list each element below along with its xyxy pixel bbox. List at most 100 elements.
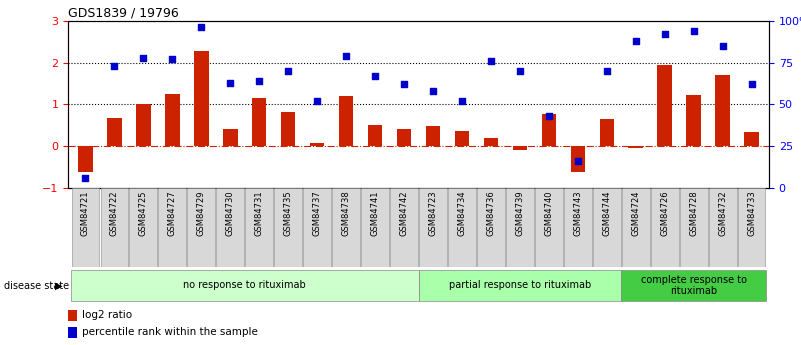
Bar: [223, 129, 238, 146]
Bar: [165, 94, 179, 146]
Text: complete response to
rituximab: complete response to rituximab: [641, 275, 747, 296]
Point: [253, 78, 266, 84]
Text: GSM84737: GSM84737: [312, 190, 322, 236]
Text: GSM84730: GSM84730: [226, 190, 235, 236]
Bar: [593, 188, 621, 267]
Text: GSM84724: GSM84724: [631, 190, 640, 236]
Point: [340, 53, 352, 59]
Bar: [68, 310, 77, 321]
Bar: [477, 188, 505, 267]
Bar: [68, 327, 77, 338]
Text: GSM84723: GSM84723: [429, 190, 437, 236]
Bar: [622, 270, 766, 301]
Bar: [368, 125, 382, 146]
Text: partial response to rituximab: partial response to rituximab: [449, 280, 591, 290]
Text: GDS1839 / 19796: GDS1839 / 19796: [68, 7, 179, 20]
Bar: [686, 95, 701, 146]
Point: [456, 98, 469, 104]
Text: GSM84742: GSM84742: [400, 190, 409, 236]
Bar: [541, 114, 556, 146]
Text: GSM84721: GSM84721: [81, 190, 90, 236]
Point: [427, 88, 440, 94]
Bar: [71, 188, 99, 267]
Text: GSM84728: GSM84728: [689, 190, 698, 236]
Point: [687, 28, 700, 33]
Text: GSM84743: GSM84743: [574, 190, 582, 236]
Text: GSM84744: GSM84744: [602, 190, 611, 236]
Text: GSM84734: GSM84734: [457, 190, 466, 236]
Bar: [484, 138, 498, 146]
Text: percentile rank within the sample: percentile rank within the sample: [83, 327, 258, 337]
Bar: [187, 188, 215, 267]
Bar: [361, 188, 389, 267]
Point: [137, 55, 150, 60]
Bar: [100, 188, 128, 267]
Bar: [418, 270, 622, 301]
Point: [311, 98, 324, 104]
Point: [542, 113, 555, 119]
Bar: [130, 188, 157, 267]
Text: GSM84731: GSM84731: [255, 190, 264, 236]
Bar: [744, 131, 759, 146]
Text: GSM84727: GSM84727: [168, 190, 177, 236]
Point: [716, 43, 729, 49]
Point: [166, 57, 179, 62]
Point: [195, 24, 207, 30]
Text: GSM84738: GSM84738: [341, 190, 351, 236]
Point: [571, 158, 584, 164]
Bar: [304, 188, 331, 267]
Point: [485, 58, 497, 63]
Point: [282, 68, 295, 74]
Bar: [194, 51, 208, 146]
Bar: [455, 131, 469, 146]
Text: GSM84729: GSM84729: [197, 190, 206, 236]
Bar: [622, 188, 650, 267]
Bar: [396, 129, 411, 146]
Point: [79, 175, 92, 181]
Bar: [159, 188, 187, 267]
Bar: [599, 119, 614, 146]
Bar: [738, 188, 766, 267]
Text: GSM84736: GSM84736: [486, 190, 496, 236]
Point: [745, 81, 758, 87]
Bar: [136, 104, 151, 146]
Text: disease state: disease state: [4, 281, 69, 290]
Point: [397, 81, 410, 87]
Bar: [339, 96, 353, 146]
Bar: [570, 146, 585, 172]
Point: [223, 80, 236, 85]
Bar: [390, 188, 418, 267]
Text: GSM84733: GSM84733: [747, 190, 756, 236]
Point: [658, 31, 671, 37]
Bar: [252, 98, 267, 146]
Bar: [715, 75, 730, 146]
Bar: [274, 188, 302, 267]
Bar: [535, 188, 563, 267]
Point: [368, 73, 381, 79]
Bar: [506, 188, 533, 267]
Bar: [245, 188, 273, 267]
Bar: [310, 143, 324, 146]
Bar: [281, 112, 296, 146]
Text: GSM84725: GSM84725: [139, 190, 148, 236]
Bar: [680, 188, 707, 267]
Text: GSM84741: GSM84741: [371, 190, 380, 236]
Bar: [107, 118, 122, 146]
Text: log2 ratio: log2 ratio: [83, 310, 132, 320]
Text: GSM84722: GSM84722: [110, 190, 119, 236]
Bar: [629, 146, 643, 148]
Text: no response to rituximab: no response to rituximab: [183, 280, 306, 290]
Point: [601, 68, 614, 74]
Text: GSM84732: GSM84732: [718, 190, 727, 236]
Point: [108, 63, 121, 69]
Text: ▶: ▶: [55, 281, 62, 290]
Bar: [709, 188, 737, 267]
Bar: [419, 188, 447, 267]
Text: GSM84726: GSM84726: [660, 190, 669, 236]
Bar: [216, 188, 244, 267]
Bar: [71, 270, 418, 301]
Bar: [513, 146, 527, 149]
Point: [513, 68, 526, 74]
Bar: [426, 126, 441, 146]
Text: GSM84735: GSM84735: [284, 190, 292, 236]
